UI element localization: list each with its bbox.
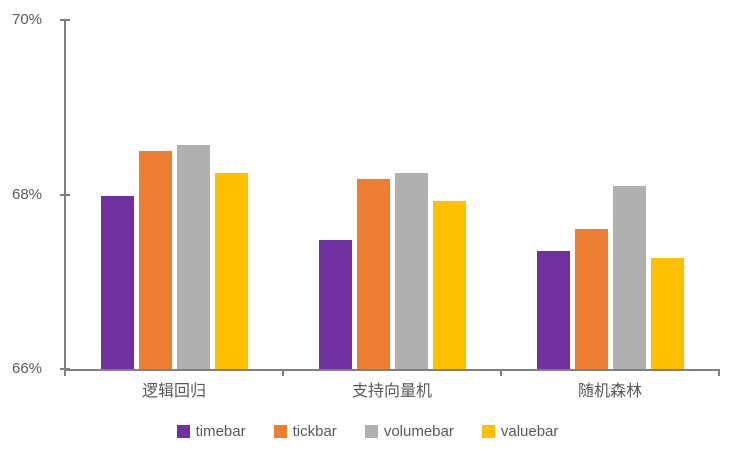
x-category-label: 逻辑回归 <box>65 381 283 403</box>
bar-timebar-2 <box>319 240 352 369</box>
x-tick-mark <box>500 369 502 376</box>
bar-timebar-1 <box>101 196 134 369</box>
legend-label: tickbar <box>293 423 337 440</box>
bar-tickbar-3 <box>575 229 608 369</box>
legend-label: timebar <box>196 423 246 440</box>
bar-valuebar-3 <box>651 258 684 369</box>
legend: timebar tickbar volumebar valuebar <box>0 423 735 440</box>
legend-item-tickbar: tickbar <box>274 423 337 440</box>
y-tick-label: 70% <box>0 11 50 29</box>
x-category-label: 支持向量机 <box>283 381 501 403</box>
y-tick-label: 66% <box>0 360 50 378</box>
bar-valuebar-1 <box>215 173 248 369</box>
bar-group-2 <box>283 20 501 369</box>
legend-label: volumebar <box>384 423 454 440</box>
legend-item-volumebar: volumebar <box>365 423 454 440</box>
bar-volumebar-1 <box>177 145 210 369</box>
legend-swatch-valuebar <box>482 425 495 438</box>
plot-area <box>65 20 719 369</box>
legend-swatch-volumebar <box>365 425 378 438</box>
legend-swatch-timebar <box>177 425 190 438</box>
x-category-label: 随机森林 <box>501 381 719 403</box>
x-axis-line <box>64 369 720 371</box>
bar-timebar-3 <box>537 251 570 369</box>
x-tick-mark <box>718 369 720 376</box>
legend-label: valuebar <box>501 423 559 440</box>
legend-swatch-tickbar <box>274 425 287 438</box>
bar-volumebar-2 <box>395 173 428 369</box>
bar-valuebar-2 <box>433 201 466 369</box>
bar-volumebar-3 <box>613 186 646 369</box>
x-axis-labels: 逻辑回归支持向量机随机森林 <box>65 381 719 403</box>
legend-item-valuebar: valuebar <box>482 423 559 440</box>
bar-group-3 <box>501 20 719 369</box>
bar-tickbar-2 <box>357 179 390 369</box>
x-tick-mark <box>282 369 284 376</box>
legend-item-timebar: timebar <box>177 423 246 440</box>
y-tick-label: 68% <box>0 186 50 204</box>
x-tick-mark <box>64 369 66 376</box>
bar-tickbar-1 <box>139 151 172 369</box>
bar-group-1 <box>65 20 283 369</box>
bar-chart: 70% 68% 66% 逻辑回归支持向量机随机森林 timebar tickbar vo… <box>0 0 735 450</box>
